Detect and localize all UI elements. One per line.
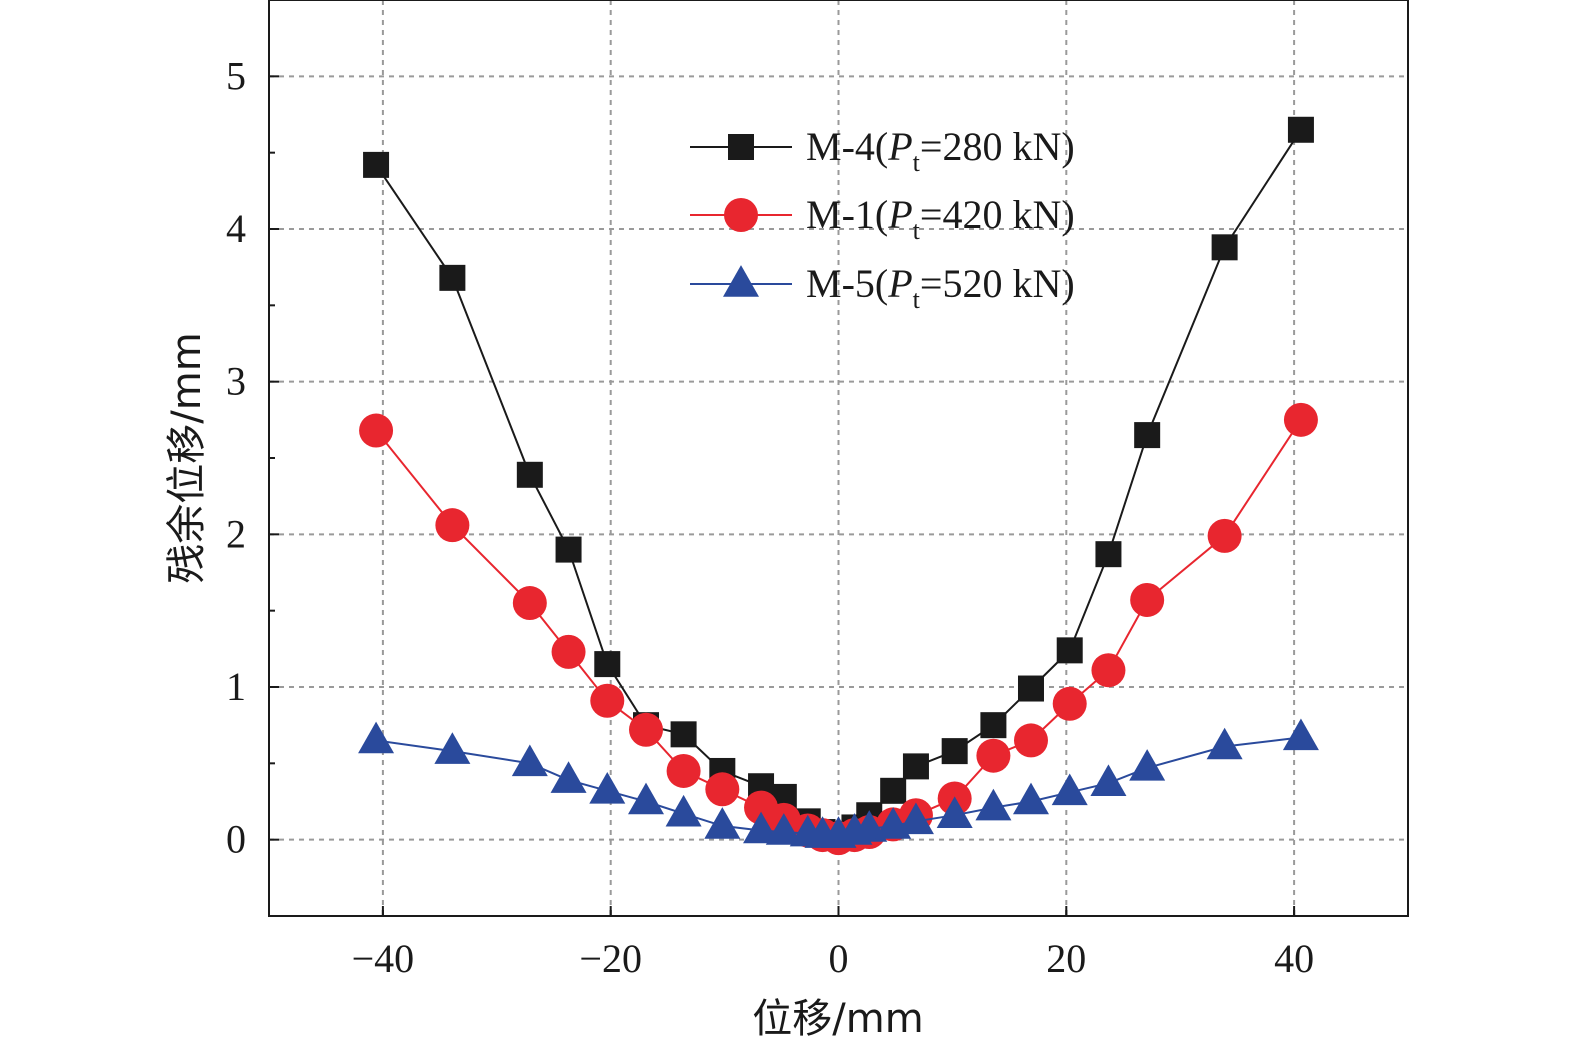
x-tick-label: 20	[1046, 936, 1086, 981]
data-point	[435, 508, 470, 543]
data-point	[1095, 541, 1122, 568]
data-point	[590, 683, 625, 718]
data-point	[666, 753, 701, 788]
y-axis-title: 残余位移/mm	[164, 332, 210, 583]
data-point	[1206, 727, 1243, 760]
data-point	[980, 712, 1007, 739]
plot-series	[358, 116, 1319, 856]
legend: M-4(Pt=280 kN) M-1(Pt=420 kN) M-5(Pt=520 k…	[690, 124, 1075, 314]
legend-label: M-1(Pt=420 kN)	[806, 192, 1075, 245]
data-point	[665, 794, 702, 827]
data-point	[1282, 718, 1319, 751]
y-tick-label: 0	[226, 817, 246, 862]
data-point	[743, 811, 780, 844]
data-point	[1052, 686, 1087, 721]
data-point	[1134, 422, 1161, 449]
data-point	[516, 461, 543, 488]
data-point	[439, 264, 466, 291]
data-point	[555, 536, 582, 563]
x-axis-title: 位移/mm	[752, 996, 923, 1042]
legend-marker	[723, 265, 759, 297]
data-point	[941, 738, 968, 765]
legend-item: M-4(Pt=280 kN)	[690, 124, 1075, 177]
data-point	[897, 802, 934, 835]
data-point	[765, 813, 802, 845]
y-tick-label: 3	[226, 359, 246, 404]
x-tick-label: −40	[352, 936, 415, 981]
legend-marker	[728, 134, 754, 160]
data-point	[358, 721, 395, 754]
data-point	[936, 796, 973, 829]
data-point	[1091, 653, 1126, 688]
data-point	[976, 738, 1011, 773]
data-point	[1090, 764, 1127, 796]
data-point	[1017, 675, 1044, 702]
data-point	[359, 413, 394, 448]
data-point	[670, 721, 697, 748]
data-point	[705, 772, 740, 807]
legend-label: M-4(Pt=280 kN)	[806, 124, 1075, 177]
data-point	[628, 782, 665, 815]
data-point	[1013, 723, 1048, 758]
legend-item: M-5(Pt=520 kN)	[690, 261, 1075, 314]
data-point	[704, 807, 741, 839]
data-point	[550, 761, 587, 793]
data-point	[551, 634, 586, 669]
data-point	[1051, 773, 1088, 806]
legend-item: M-1(Pt=420 kN)	[690, 192, 1075, 245]
data-point	[363, 151, 390, 178]
data-point	[1283, 402, 1318, 437]
legend-label: M-5(Pt=520 kN)	[806, 261, 1075, 314]
data-point	[512, 586, 547, 621]
y-tick-label: 2	[226, 511, 246, 556]
axis-ticks	[269, 75, 1296, 916]
y-tick-label: 4	[226, 206, 246, 251]
x-tick-label: 0	[829, 936, 849, 981]
x-tick-label: −20	[579, 936, 642, 981]
data-point	[902, 753, 929, 780]
axis-tick-labels: −40 −20 0 20 40 0 1 2 3 4 5	[226, 53, 1314, 981]
data-point	[589, 771, 626, 804]
y-tick-label: 5	[226, 53, 246, 98]
data-point	[1056, 637, 1083, 664]
data-point	[975, 788, 1012, 821]
data-point	[1287, 116, 1314, 143]
series-3	[358, 718, 1319, 848]
y-tick-label: 1	[226, 664, 246, 709]
data-point	[880, 777, 907, 804]
data-point	[511, 744, 548, 777]
data-point	[629, 712, 664, 747]
data-point	[434, 732, 471, 764]
data-point	[1211, 234, 1238, 261]
data-point	[1207, 518, 1242, 553]
data-point	[1012, 782, 1049, 815]
data-point	[1130, 582, 1165, 617]
x-tick-label: 40	[1274, 936, 1314, 981]
data-point	[1129, 749, 1166, 781]
legend-marker	[724, 198, 758, 232]
data-point	[594, 651, 621, 678]
